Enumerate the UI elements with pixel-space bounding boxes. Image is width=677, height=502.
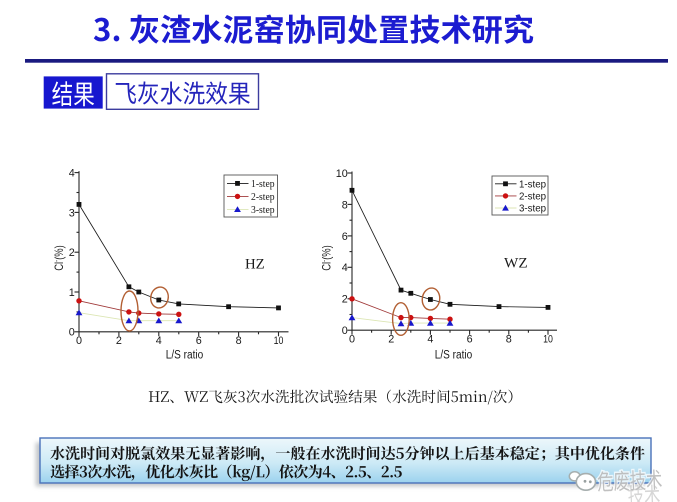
svg-text:0: 0 — [69, 327, 75, 339]
svg-text:2-step: 2-step — [519, 191, 546, 202]
svg-text:10: 10 — [543, 334, 553, 346]
svg-text:2: 2 — [116, 335, 122, 347]
svg-text:Cl-(%): Cl-(%) — [321, 245, 334, 271]
svg-text:L/S ratio: L/S ratio — [435, 350, 473, 362]
svg-text:8: 8 — [506, 334, 512, 346]
svg-text:10: 10 — [336, 168, 348, 180]
svg-text:1-step: 1-step — [251, 179, 275, 190]
svg-text:WZ: WZ — [504, 255, 528, 272]
svg-text:Cl-(%): Cl-(%) — [53, 245, 66, 271]
svg-text:3: 3 — [69, 207, 75, 219]
svg-text:6: 6 — [196, 335, 202, 347]
svg-text:8: 8 — [236, 335, 242, 347]
svg-text:6: 6 — [342, 231, 348, 243]
svg-text:4: 4 — [69, 168, 75, 180]
svg-text:0: 0 — [342, 325, 348, 337]
svg-text:L/S ratio: L/S ratio — [166, 350, 204, 362]
svg-text:10: 10 — [274, 335, 284, 347]
svg-text:1-step: 1-step — [519, 179, 546, 190]
svg-text:2: 2 — [388, 334, 394, 346]
svg-text:4: 4 — [342, 262, 348, 274]
svg-text:0: 0 — [349, 334, 355, 346]
svg-text:6: 6 — [467, 334, 473, 346]
svg-text:0: 0 — [76, 335, 82, 347]
svg-text:3-step: 3-step — [251, 205, 275, 216]
svg-text:2: 2 — [342, 294, 348, 306]
svg-text:HZ: HZ — [245, 257, 265, 273]
svg-text:8: 8 — [342, 199, 348, 211]
svg-text:1: 1 — [69, 287, 75, 299]
svg-text:3-step: 3-step — [519, 204, 546, 215]
svg-text:2-step: 2-step — [251, 192, 275, 203]
svg-text:4: 4 — [427, 334, 433, 346]
svg-text:4: 4 — [156, 335, 162, 347]
svg-text:2: 2 — [69, 247, 75, 259]
